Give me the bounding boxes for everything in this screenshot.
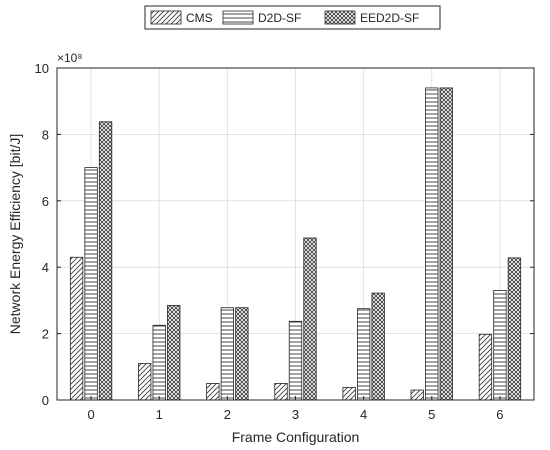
y-tick-label: 6 xyxy=(42,194,49,209)
bar-cms-2 xyxy=(206,382,220,401)
bar-eed2d-sf-6 xyxy=(507,257,522,401)
bar-d2d-sf-6 xyxy=(493,290,507,401)
legend-swatch-d2d-sf xyxy=(222,10,254,25)
y-tick-label: 10 xyxy=(35,61,49,76)
bar-eed2d-sf-1 xyxy=(167,304,181,401)
bar-d2d-sf-1 xyxy=(152,324,166,401)
x-tick-label: 2 xyxy=(224,407,231,422)
legend-swatch-eed2d-sf xyxy=(324,10,356,25)
y-tick-label: 2 xyxy=(42,327,49,342)
y-axis-ticks: 0 2 4 6 8 10 xyxy=(35,61,534,408)
bar-eed2d-sf-0 xyxy=(98,121,113,401)
bar-eed2d-sf-2 xyxy=(235,307,249,401)
bar-eed2d-sf-5 xyxy=(439,87,453,401)
y-tick-label: 4 xyxy=(42,260,49,275)
y-axis-exponent: ×10⁸ xyxy=(57,51,82,65)
x-axis-label: Frame Configuration xyxy=(232,429,360,445)
legend-label-eed2d-sf: EED2D-SF xyxy=(360,11,419,25)
legend-swatch-cms xyxy=(150,10,182,25)
x-tick-label: 0 xyxy=(87,407,94,422)
legend-label-cms: CMS xyxy=(186,11,213,25)
bar-cms-3 xyxy=(274,382,288,401)
legend-label-d2d-sf: D2D-SF xyxy=(258,11,301,25)
y-tick-label: 8 xyxy=(42,127,49,142)
bar-cms-1 xyxy=(138,363,152,401)
x-tick-label: 1 xyxy=(156,407,163,422)
bar-d2d-sf-0 xyxy=(84,167,98,401)
legend-box xyxy=(144,5,441,30)
x-axis-ticks: 0 1 2 3 4 5 6 xyxy=(87,396,504,422)
bar-d2d-sf-4 xyxy=(356,308,371,401)
bar-d2d-sf-3 xyxy=(288,320,303,401)
y-tick-label: 0 xyxy=(42,393,49,408)
bar-cms-0 xyxy=(69,256,84,401)
bar-cms-5 xyxy=(410,389,424,401)
x-tick-label: 5 xyxy=(428,407,435,422)
bar-d2d-sf-5 xyxy=(425,87,439,401)
x-tick-label: 4 xyxy=(360,407,367,422)
x-tick-label: 3 xyxy=(292,407,299,422)
legend: CMS D2D-SF EED2D-SF xyxy=(144,5,441,30)
bar-eed2d-sf-4 xyxy=(371,292,385,401)
y-axis-label: Network Energy Efficiency [bit/J] xyxy=(7,134,23,334)
bar-cms-4 xyxy=(342,386,356,401)
bar-eed2d-sf-3 xyxy=(303,237,317,401)
bar-cms-6 xyxy=(478,333,493,401)
bar-d2d-sf-2 xyxy=(220,307,235,401)
x-tick-label: 6 xyxy=(496,407,503,422)
